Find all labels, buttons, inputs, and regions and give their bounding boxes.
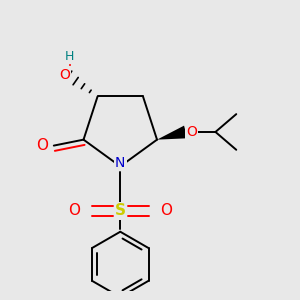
- Text: O: O: [160, 203, 172, 218]
- Text: O: O: [59, 68, 70, 82]
- Text: N: N: [115, 156, 125, 170]
- Text: S: S: [115, 203, 126, 218]
- Polygon shape: [157, 126, 188, 140]
- Text: H: H: [65, 50, 74, 63]
- Text: O: O: [36, 138, 48, 153]
- Text: O: O: [186, 125, 197, 139]
- Text: O: O: [68, 203, 80, 218]
